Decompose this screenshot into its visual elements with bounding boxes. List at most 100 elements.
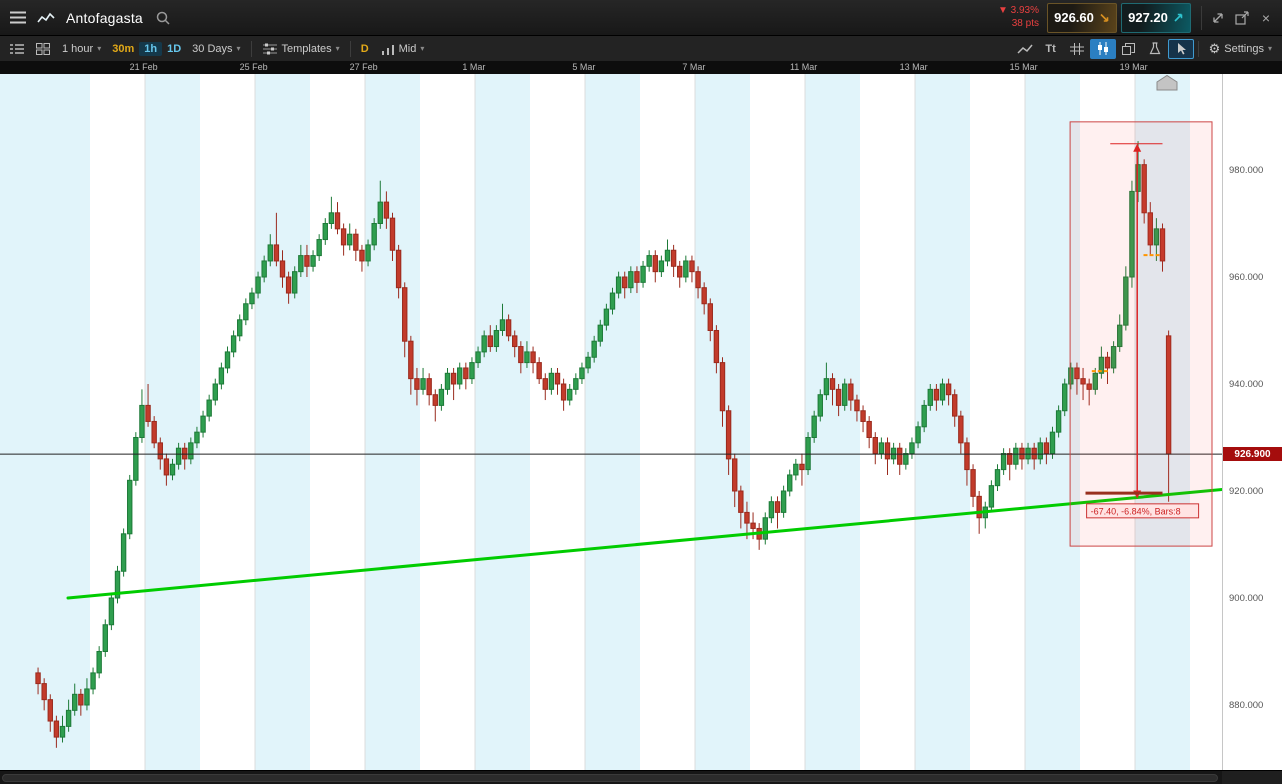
candle-body	[964, 442, 970, 471]
trend-line[interactable]	[66, 487, 1225, 600]
settings-dropdown[interactable]: ⚙ Settings ▾	[1203, 39, 1278, 59]
compare-button[interactable]	[1116, 39, 1142, 59]
candlestick-style-button[interactable]	[1089, 38, 1116, 59]
templates-dropdown[interactable]: Templates ▾	[256, 39, 346, 59]
session-band	[585, 74, 640, 770]
sell-price-button[interactable]: 926.60	[1047, 2, 1117, 33]
chart-style-button[interactable]	[1012, 39, 1038, 59]
range-dropdown[interactable]: 30 Days ▾	[186, 39, 246, 59]
scroll-home-marker[interactable]	[1156, 74, 1178, 91]
candle-body	[652, 255, 658, 273]
search-button[interactable]	[149, 4, 177, 32]
divider	[1197, 40, 1199, 57]
gridlines-icon	[1069, 42, 1084, 55]
candle-body	[542, 378, 548, 390]
quick-interval-1d[interactable]: 1D	[167, 42, 182, 55]
menu-button[interactable]	[4, 4, 32, 32]
pointer-tool-button[interactable]	[1167, 38, 1194, 59]
candle-body	[243, 303, 249, 321]
quick-interval-30m[interactable]: 30m	[112, 42, 135, 55]
layout-grid-button[interactable]	[30, 39, 56, 59]
candle-body	[371, 223, 377, 246]
candle-body	[817, 394, 823, 417]
candle-body	[780, 490, 787, 513]
candle-body	[677, 265, 683, 278]
candle-body	[35, 672, 41, 685]
price-chart[interactable]: -67.40, -6.84%, Bars:8	[0, 74, 1225, 770]
line-chart-icon	[37, 12, 55, 22]
resize-diagonal-icon	[1213, 12, 1223, 23]
candle-body	[194, 431, 200, 444]
candlestick-icon	[1097, 42, 1108, 55]
chevron-down-icon: ▾	[420, 44, 425, 53]
x-axis-label: 27 Feb	[349, 62, 378, 72]
candle-body	[1068, 367, 1074, 385]
text-size-icon: Tt	[1045, 42, 1056, 55]
x-axis-label: 5 Mar	[572, 62, 596, 72]
candle-body	[683, 260, 689, 278]
y-axis-label: 980.000	[1229, 165, 1264, 176]
list-view-button[interactable]	[4, 39, 30, 59]
chart-module-button[interactable]	[32, 4, 60, 32]
candle-body	[1110, 346, 1117, 369]
candle-body	[1007, 453, 1013, 465]
y-axis-label: 960.000	[1229, 272, 1264, 283]
close-window-button[interactable]: ×	[1254, 6, 1278, 30]
candle-body	[322, 223, 328, 241]
candle-body	[560, 383, 567, 401]
menu-icon	[10, 11, 26, 24]
candle-body	[212, 383, 218, 401]
dock-window-button[interactable]	[1206, 6, 1230, 30]
quick-interval-1h[interactable]: 1h	[139, 41, 163, 56]
indicators-button[interactable]	[1142, 39, 1168, 59]
candle-body	[628, 271, 634, 289]
candle-body	[255, 276, 261, 294]
chart-scrollbar-thumb[interactable]	[2, 774, 1218, 782]
candle-body	[952, 394, 958, 417]
candle-body	[157, 442, 163, 460]
chevron-down-icon: ▾	[1267, 44, 1272, 53]
candle-body	[634, 271, 640, 283]
candle-body	[365, 244, 371, 262]
interval-dropdown[interactable]: 1 hour ▾	[56, 39, 107, 59]
divider	[250, 40, 252, 57]
candle-body	[298, 255, 304, 273]
candle-body	[59, 725, 66, 738]
candle-body	[200, 415, 206, 433]
measurement-box[interactable]	[1069, 121, 1213, 547]
x-axis[interactable]: 21 Feb 25 Feb 27 Feb 1 Mar 5 Mar 7 Mar 11 Mar 1…	[0, 61, 1282, 75]
candle-body	[548, 372, 555, 390]
candle-body	[414, 378, 420, 390]
cursor-icon	[1177, 43, 1186, 55]
price-type-dropdown[interactable]: Mid ▾	[375, 39, 431, 59]
y-axis-label: 920.000	[1229, 486, 1264, 497]
candle-body	[994, 469, 1001, 487]
candle-body	[432, 394, 438, 406]
candle-body	[609, 292, 616, 310]
candle-body	[890, 447, 897, 460]
candle-body	[567, 388, 573, 401]
candle-body	[249, 292, 255, 305]
popout-window-button[interactable]	[1230, 6, 1254, 30]
session-d-badge[interactable]: D	[360, 42, 369, 55]
candle-body	[1019, 447, 1025, 460]
gridlines-button[interactable]	[1064, 39, 1090, 59]
candle-body	[664, 249, 671, 262]
text-annotation-button[interactable]: Tt	[1038, 39, 1064, 59]
candle-body	[603, 308, 610, 326]
price-type-value: Mid	[398, 42, 417, 55]
y-axis[interactable]: 980.000 960.000 940.000 920.000 900.000 880.0…	[1222, 74, 1282, 770]
candle-body	[328, 212, 335, 225]
candle-body	[395, 249, 402, 289]
candle-body	[377, 201, 383, 225]
title-bar: Antofagasta ▼ 3.93% 38 pts 926.60 927.20…	[0, 0, 1282, 36]
chart-area[interactable]: -67.40, -6.84%, Bars:8	[0, 74, 1225, 770]
candle-body	[1129, 190, 1135, 278]
candle-body	[725, 410, 732, 460]
x-axis-label: 25 Feb	[239, 62, 268, 72]
candle-body	[927, 388, 933, 406]
candle-body	[505, 319, 512, 337]
x-axis-label: 19 Mar	[1119, 62, 1148, 72]
candle-body	[347, 233, 353, 246]
buy-price-button[interactable]: 927.20	[1121, 2, 1191, 33]
